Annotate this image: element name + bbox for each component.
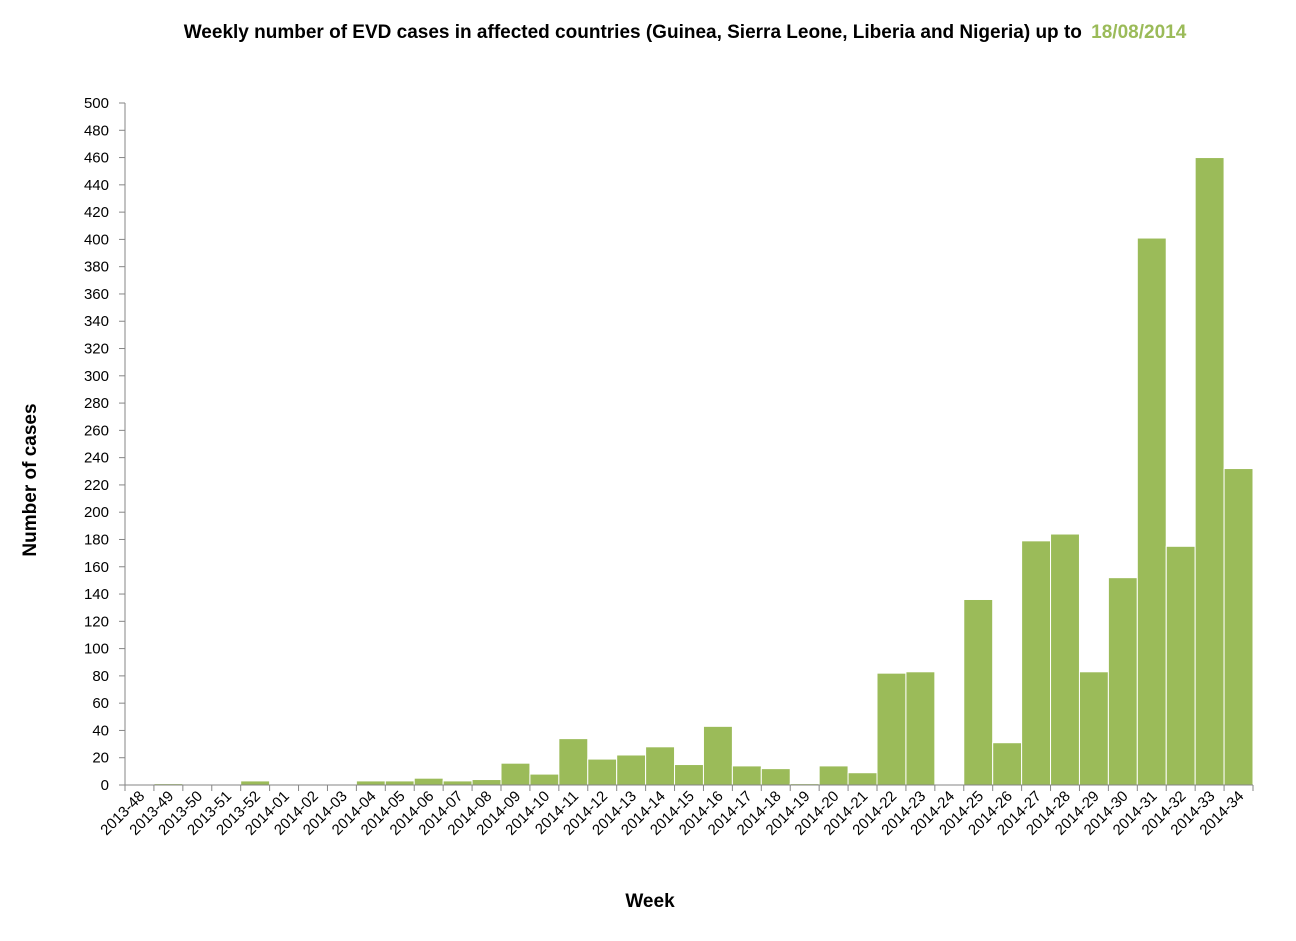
y-tick-label: 0: [101, 777, 109, 794]
y-tick-label: 200: [84, 504, 109, 521]
bar-2014-21: [847, 772, 878, 786]
y-tick-label: 300: [84, 368, 109, 385]
y-tick-label: 120: [84, 613, 109, 630]
bar-2014-27: [1021, 540, 1052, 786]
y-tick-label: 320: [84, 341, 109, 358]
x-axis-ticks: 2013-482013-492013-502013-512013-522014-…: [97, 785, 1254, 839]
y-tick-label: 140: [84, 586, 109, 603]
bar-2014-22: [876, 672, 907, 786]
axes: [124, 103, 1253, 786]
y-tick-label: 80: [92, 668, 109, 685]
y-axis-ticks: 0 20 40 60 80 100 120 140 160 180 200 220 240 260 280 3…: [84, 95, 125, 794]
bar-2013-52: [240, 780, 271, 786]
y-tick-label: 400: [84, 231, 109, 248]
y-tick-label: 260: [84, 422, 109, 439]
y-tick-label: 20: [92, 750, 109, 767]
y-tick-label: 500: [84, 95, 109, 112]
bar-2014-29: [1078, 671, 1109, 786]
y-tick-label: 380: [84, 259, 109, 276]
bar-2014-14: [645, 746, 676, 786]
y-tick-label: 220: [84, 477, 109, 494]
bar-2014-25: [963, 598, 994, 786]
x-axis-title: Week: [625, 891, 675, 912]
y-tick-label: 440: [84, 177, 109, 194]
bar-2014-17: [731, 765, 762, 786]
y-tick-label: 340: [84, 313, 109, 330]
bar-2014-06: [413, 777, 444, 786]
bar-2014-33: [1194, 157, 1225, 786]
bar-2014-13: [616, 754, 647, 786]
chart-title: Weekly number of EVD cases in affected c…: [0, 22, 1296, 44]
bar-2014-30: [1107, 577, 1138, 786]
bar-2014-34: [1223, 468, 1254, 786]
bars: [153, 157, 1254, 786]
bar-2014-15: [674, 764, 704, 786]
bar-2014-23: [905, 671, 936, 786]
y-tick-label: 60: [92, 695, 109, 712]
y-tick-label: 180: [84, 531, 109, 548]
bar-2014-16: [702, 725, 733, 786]
y-tick-label: 240: [84, 450, 109, 467]
chart-title-text: Weekly number of EVD cases in affected c…: [183, 22, 1082, 43]
bar-2014-32: [1165, 545, 1196, 786]
y-tick-label: 280: [84, 395, 109, 412]
y-tick-label: 360: [84, 286, 109, 303]
bar-2014-05: [384, 780, 415, 786]
y-tick-label: 480: [84, 122, 109, 139]
bar-2014-08: [471, 779, 502, 786]
bar-2014-10: [529, 773, 560, 786]
y-tick-label: 160: [84, 559, 109, 576]
bar-2014-20: [818, 765, 849, 786]
bar-2014-11: [558, 738, 589, 786]
bar-2014-31: [1136, 237, 1167, 786]
y-tick-label: 40: [92, 722, 109, 739]
bar-2014-04: [355, 780, 386, 786]
bar-2014-09: [500, 762, 531, 786]
bar-2014-07: [442, 780, 473, 786]
y-tick-label: 420: [84, 204, 109, 221]
chart-title-date: 18/08/2014: [1091, 22, 1187, 43]
y-axis-title: Number of cases: [20, 403, 41, 556]
bar-2014-18: [760, 768, 791, 786]
bar-2014-26: [992, 742, 1023, 786]
bar-2014-28: [1050, 533, 1080, 786]
y-tick-label: 460: [84, 150, 109, 167]
y-tick-label: 100: [84, 641, 109, 658]
bar-2014-12: [587, 758, 618, 786]
